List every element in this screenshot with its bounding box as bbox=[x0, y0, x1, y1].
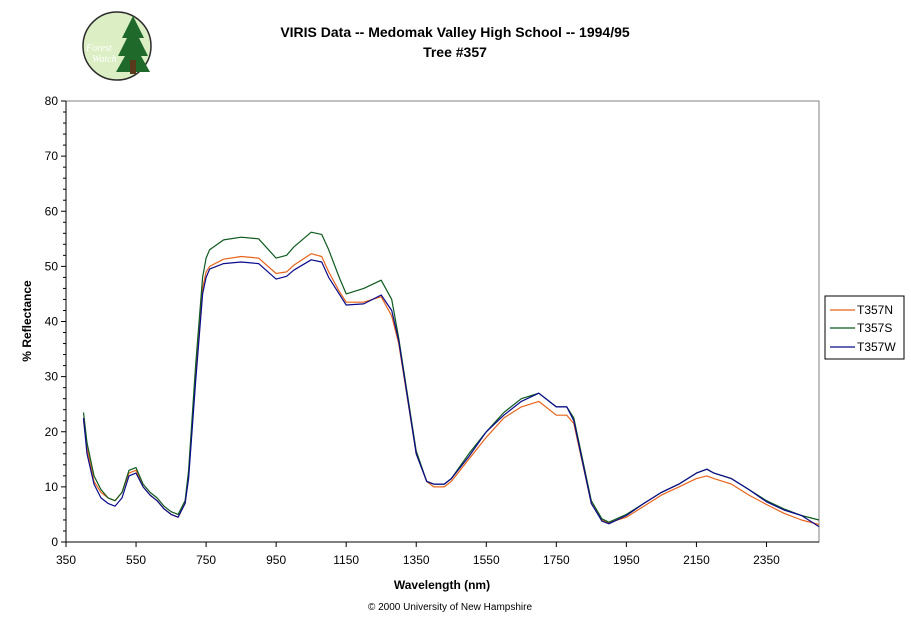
forest-watch-logo: Forest Watch bbox=[82, 11, 152, 81]
x-axis-title: Wavelength (nm) bbox=[394, 578, 490, 592]
y-tick-label: 80 bbox=[45, 94, 59, 108]
logo-line2: Watch bbox=[92, 54, 117, 65]
copyright-text: © 2000 University of New Hampshire bbox=[368, 602, 533, 613]
y-tick-label: 0 bbox=[51, 535, 58, 549]
chart-title: VIRIS Data -- Medomak Valley High School… bbox=[280, 24, 630, 40]
y-axis-title: % Reflectance bbox=[20, 280, 34, 362]
x-tick-label: 1950 bbox=[613, 553, 640, 567]
y-tick-label: 50 bbox=[45, 259, 59, 273]
y-tick-label: 20 bbox=[45, 425, 59, 439]
tree-icon bbox=[116, 16, 150, 74]
plot-area bbox=[65, 100, 820, 543]
y-tick-label: 60 bbox=[45, 204, 59, 218]
x-tick-label: 350 bbox=[56, 553, 76, 567]
y-tick-label: 40 bbox=[45, 315, 59, 329]
y-tick-label: 70 bbox=[45, 149, 59, 163]
x-tick-label: 1150 bbox=[333, 553, 359, 567]
x-tick-label: 1550 bbox=[473, 553, 500, 567]
x-tick-label: 550 bbox=[126, 553, 146, 567]
y-tick-label: 10 bbox=[45, 480, 59, 494]
legend-label-T357W: T357W bbox=[857, 340, 896, 354]
legend-label-T357S: T357S bbox=[857, 321, 892, 335]
legend-label-T357N: T357N bbox=[857, 303, 893, 317]
legend: T357N T357S T357W bbox=[824, 295, 905, 360]
x-tick-label: 2350 bbox=[753, 553, 780, 567]
chart-subtitle: Tree #357 bbox=[423, 44, 487, 60]
series-line-T357W bbox=[82, 259, 820, 528]
x-tick-label: 1750 bbox=[543, 553, 570, 567]
x-tick-label: 1350 bbox=[403, 553, 430, 567]
x-tick-label: 750 bbox=[196, 553, 216, 567]
logo-line1: Forest bbox=[85, 43, 112, 54]
x-tick-label: 2150 bbox=[683, 553, 710, 567]
x-tick-label: 950 bbox=[266, 553, 286, 567]
y-tick-label: 30 bbox=[45, 370, 59, 384]
